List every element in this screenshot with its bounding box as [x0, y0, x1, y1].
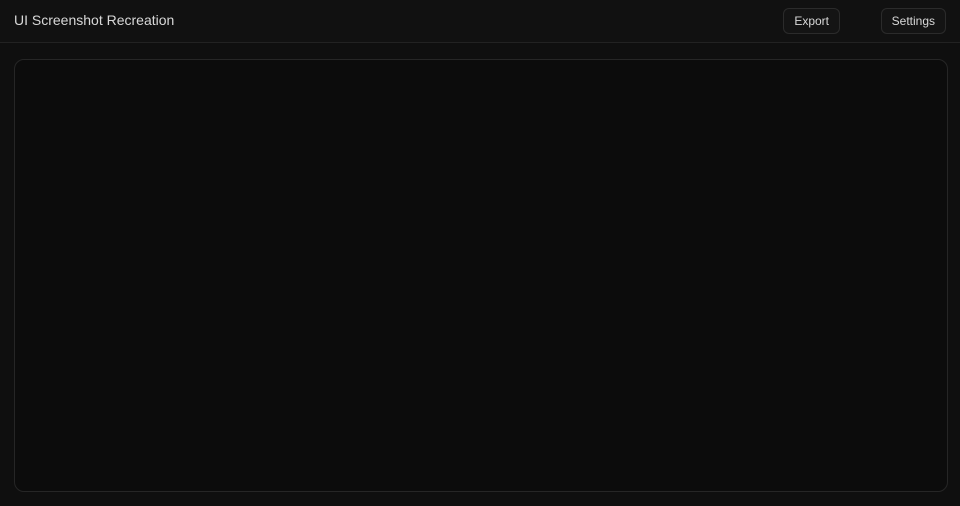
export-button[interactable]: Export: [783, 8, 840, 34]
app-title: UI Screenshot Recreation: [14, 12, 175, 28]
main-panel: [14, 59, 948, 492]
main-content: [0, 43, 960, 506]
top-bar: UI Screenshot Recreation Export Settings: [0, 0, 960, 43]
settings-button[interactable]: Settings: [880, 8, 946, 34]
